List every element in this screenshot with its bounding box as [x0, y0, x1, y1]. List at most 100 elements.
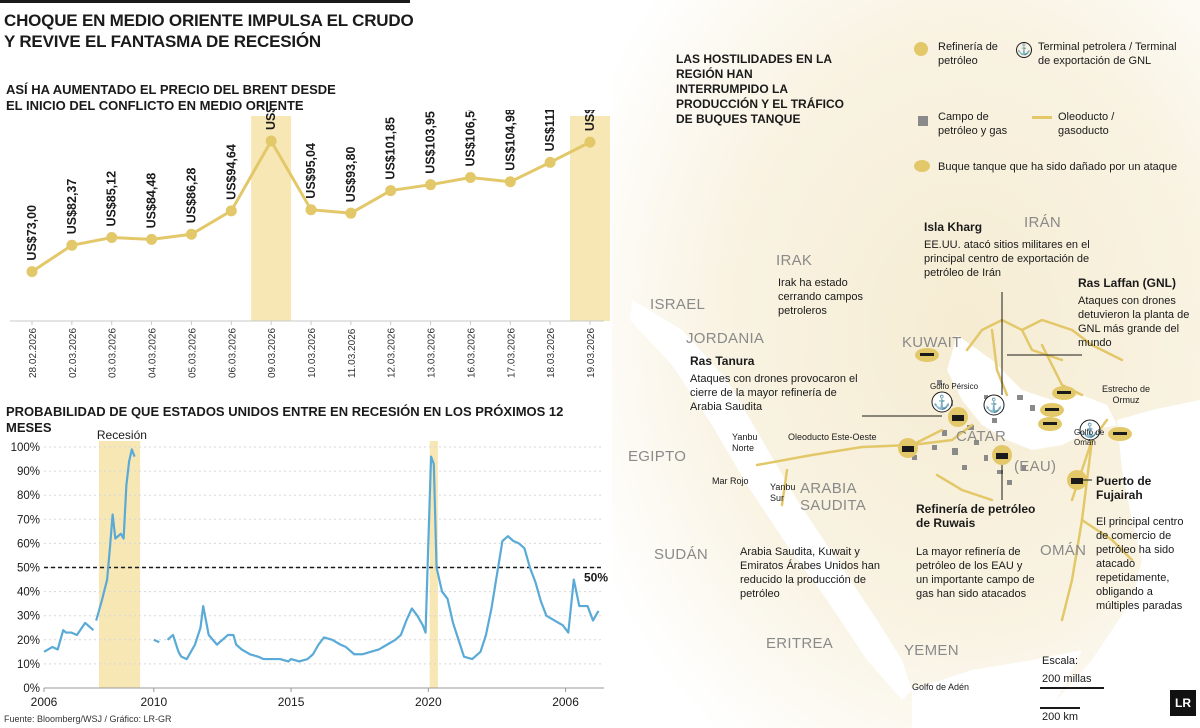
- brent-date-label: 02.03.2026: [68, 328, 79, 378]
- recession-y-ticks: 0% 10% 20% 30% 40% 50% 60% 70% 80% 90% 100%: [11, 442, 40, 695]
- legend-tanker: Buque tanque que ha sido dañado por un a…: [938, 161, 1178, 173]
- brent-value-label: US$84,48: [145, 173, 159, 229]
- threshold-label: 50%: [584, 571, 608, 585]
- brent-value-label: US$93,80: [344, 147, 358, 203]
- recession-x-ticks: 2006 2010 2015 2020 2006: [31, 688, 579, 709]
- recession-band: [429, 441, 438, 688]
- note-ruwais: La mayor refinería de petróleo de los EA…: [916, 546, 1035, 600]
- note-laffan: Ataques con drones detuvieron la planta …: [1078, 295, 1190, 349]
- country-jordania: JORDANIA: [686, 330, 765, 347]
- brent-chart-title: ASÍ HA AUMENTADO EL PRECIO DEL BRENT DES…: [6, 82, 336, 113]
- brent-value-label: US$85,12: [105, 171, 119, 227]
- recession-series-line: [166, 455, 600, 663]
- country-catar: CATAR: [956, 428, 1007, 445]
- note-tanura: Ataques con drones provocaron el cierre …: [690, 373, 858, 413]
- tanker-icon: [914, 160, 930, 172]
- brent-value-label: US$119,11: [583, 110, 597, 131]
- svg-text:⚓: ⚓: [985, 397, 1002, 414]
- place-yanbu-sur: Yanbu Sur: [770, 482, 796, 503]
- brent-point: [464, 172, 476, 184]
- brent-value-label: US$82,37: [65, 179, 79, 235]
- y-tick-label: 50%: [17, 563, 40, 575]
- note-irak: Irak ha estado cerrando campos petrolero…: [778, 277, 863, 317]
- tanker-markers: [915, 348, 1132, 441]
- brent-date-label: 12.03.2026: [387, 328, 398, 378]
- brent-date-label: 06.03.2026: [227, 328, 238, 378]
- note-ruwais-title: Refinería de petróleo de Ruwais: [916, 502, 1036, 530]
- brent-date-label: 04.03.2026: [148, 328, 159, 378]
- lr-logo: LR: [1170, 690, 1196, 716]
- brent-point: [385, 185, 397, 197]
- highlight-band: [251, 116, 292, 321]
- brent-date-label: 19.03.2026: [586, 328, 597, 378]
- gulf-of-aden: [912, 650, 1082, 728]
- map-heading: LAS HOSTILIDADES EN LA REGIÓN HAN INTERR…: [676, 52, 845, 126]
- note-arabia: Arabia Saudita, Kuwait y Emiratos Árabes…: [740, 546, 881, 600]
- y-tick-label: 20%: [17, 635, 40, 647]
- country-arabia: ARABIA SAUDITA: [800, 480, 866, 514]
- brent-value-label: US$86,28: [184, 168, 198, 224]
- brent-point: [26, 266, 38, 278]
- country-kuwait: KUWAIT: [902, 334, 962, 351]
- brent-value-labels: US$73,00 US$82,37 US$85,12 US$84,48 US$86,28…: [25, 110, 597, 261]
- note-fujairah: El principal centro de comercio de petró…: [1096, 516, 1184, 612]
- note-kharg-title: Isla Kharg: [924, 220, 983, 234]
- recession-probability-chart: 0%10%20%30%40%50%60%70%80%90%100% 2006 20…: [11, 428, 609, 709]
- x-tick-label: 2006: [552, 695, 579, 709]
- brent-date-label: 03.03.2026: [108, 328, 119, 378]
- y-tick-label: 0%: [23, 683, 40, 695]
- brent-point: [584, 136, 596, 148]
- brent-value-label: US$119,50: [264, 110, 278, 130]
- country-sudan: SUDÁN: [654, 546, 709, 563]
- refinery-icon: [914, 42, 928, 56]
- legend-field: Campo de petróleo y gas: [938, 111, 1008, 137]
- title-rule: [0, 0, 410, 3]
- x-tick-label: 2006: [31, 695, 58, 709]
- legend-pipeline: Oleoducto / gasoducto: [1058, 111, 1115, 137]
- brent-point: [185, 228, 197, 240]
- scale-label: Escala:: [1042, 655, 1079, 667]
- refinery-markers: [898, 407, 1087, 490]
- y-tick-label: 40%: [17, 587, 40, 599]
- brent-date-label: 09.03.2026: [267, 328, 278, 378]
- y-tick-label: 60%: [17, 538, 40, 550]
- brent-point: [265, 135, 277, 147]
- brent-point: [106, 232, 118, 244]
- svg-text:⚓: ⚓: [933, 394, 950, 411]
- note-laffan-title: Ras Laffan (GNL): [1078, 276, 1177, 290]
- brent-point: [425, 179, 437, 191]
- brent-value-label: US$104,98: [503, 110, 517, 171]
- brent-point: [504, 176, 516, 188]
- recession-series: [43, 448, 600, 663]
- place-mar-rojo: Mar Rojo: [712, 476, 749, 486]
- scale-miles: 200 millas: [1042, 673, 1092, 685]
- brent-point: [146, 233, 158, 245]
- brent-value-label: US$106,50: [463, 110, 477, 167]
- y-tick-label: 100%: [11, 442, 40, 454]
- red-sea: [630, 300, 912, 700]
- brent-value-label: US$103,95: [424, 111, 438, 174]
- recession-chart-title: PROBABILIDAD DE QUE ESTADOS UNIDOS ENTRE…: [6, 404, 564, 435]
- recession-series-line: [95, 448, 136, 621]
- scale-km: 200 km: [1042, 711, 1079, 723]
- brent-price-chart: US$73,00 US$82,37 US$85,12 US$84,48 US$86,28…: [10, 110, 610, 378]
- recession-series-line: [153, 638, 160, 644]
- brent-points: [26, 135, 596, 278]
- y-tick-label: 80%: [17, 490, 40, 502]
- brent-date-label: 18.03.2026: [546, 328, 557, 378]
- place-oleoducto: Oleoducto Este-Oeste: [788, 432, 877, 442]
- brent-value-label: US$111,90: [543, 110, 557, 151]
- country-eau: (EAU): [1014, 458, 1057, 475]
- legend-terminal: Terminal petrolera / Terminal de exporta…: [1038, 41, 1177, 67]
- brent-point: [66, 239, 78, 251]
- place-golfo-aden: Golfo de Adén: [912, 682, 970, 692]
- map-canvas: ⚓ ⚓ ⚓: [612, 0, 1200, 728]
- country-irak: IRAK: [776, 252, 813, 269]
- brent-date-label: 13.03.2026: [427, 328, 438, 378]
- field-icon: [918, 116, 928, 126]
- brent-point: [345, 207, 357, 219]
- persian-gulf: [947, 335, 1117, 450]
- y-tick-label: 70%: [17, 514, 40, 526]
- brent-value-label: US$73,00: [25, 205, 39, 261]
- country-iran: IRÁN: [1024, 214, 1062, 231]
